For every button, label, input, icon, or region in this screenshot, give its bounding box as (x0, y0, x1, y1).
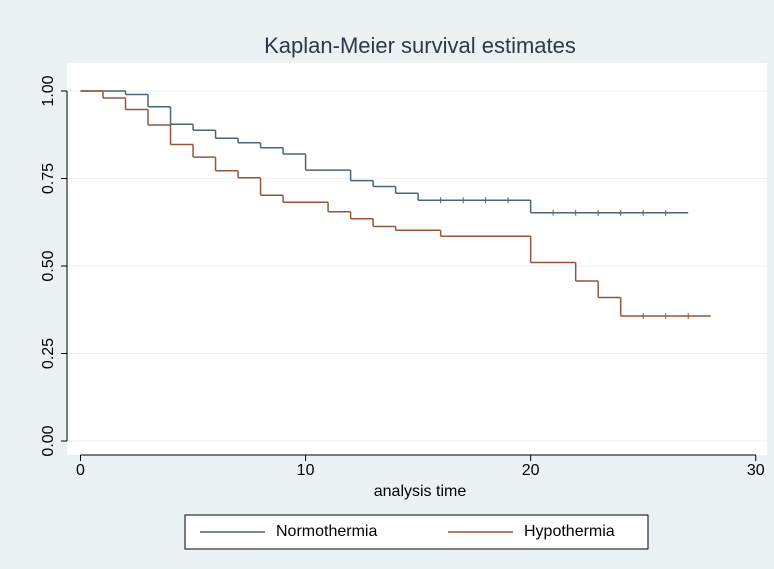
plot-area (67, 63, 767, 455)
legend-label: Normothermia (276, 523, 377, 540)
x-tick-label: 0 (76, 462, 85, 479)
x-axis-label: analysis time (374, 483, 467, 500)
y-tick-label: 0.75 (40, 163, 57, 194)
x-tick-label: 10 (297, 462, 315, 479)
y-tick-label: 1.00 (40, 75, 57, 106)
legend-label: Hypothermia (524, 523, 615, 540)
x-tick-label: 30 (747, 462, 765, 479)
y-tick-label: 0.00 (40, 425, 57, 456)
y-tick-label: 0.25 (40, 338, 57, 369)
chart-title: Kaplan-Meier survival estimates (264, 33, 576, 58)
x-tick-label: 20 (522, 462, 540, 479)
y-tick-label: 0.50 (40, 250, 57, 281)
